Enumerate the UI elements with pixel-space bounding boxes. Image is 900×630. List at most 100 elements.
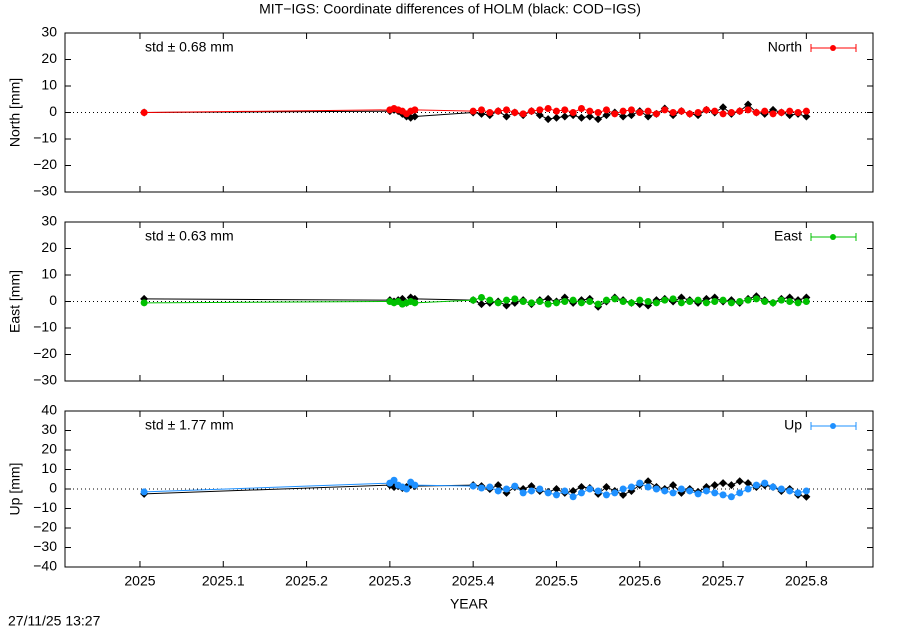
- data-point: [561, 298, 569, 305]
- data-point: [686, 487, 694, 495]
- data-point: [390, 476, 398, 484]
- data-point: [560, 112, 569, 121]
- y-axis-label: North [mm]: [7, 78, 23, 147]
- data-point: [644, 298, 652, 305]
- x-tick-label: 2025.1: [202, 573, 245, 589]
- data-point: [677, 293, 686, 302]
- data-point: [527, 482, 536, 491]
- y-tick-label: −20: [33, 519, 57, 535]
- data-point: [744, 106, 752, 114]
- legend-marker: [830, 423, 836, 429]
- data-point: [552, 107, 560, 115]
- data-point: [627, 111, 636, 120]
- data-point: [769, 110, 777, 118]
- data-point: [502, 485, 510, 493]
- y-tick-label: 20: [41, 441, 57, 457]
- y-tick-label: 10: [41, 266, 57, 282]
- data-point: [577, 105, 585, 113]
- data-point: [752, 295, 760, 303]
- data-point: [786, 487, 794, 495]
- data-point: [527, 107, 535, 115]
- data-point: [577, 489, 585, 497]
- data-point: [777, 485, 785, 493]
- data-point: [469, 482, 477, 490]
- y-tick-label: −30: [33, 372, 57, 388]
- data-point: [802, 112, 811, 121]
- data-point: [694, 490, 702, 498]
- data-point: [744, 100, 753, 109]
- data-point: [769, 299, 777, 307]
- data-point: [644, 483, 652, 491]
- data-point: [752, 109, 760, 116]
- data-point: [786, 298, 794, 305]
- data-point: [411, 106, 419, 114]
- data-point: [494, 487, 502, 495]
- data-point: [677, 485, 685, 493]
- data-point: [669, 481, 678, 490]
- annotation: std ± 0.63 mm: [145, 228, 234, 244]
- y-tick-label: 0: [49, 480, 57, 496]
- legend-marker: [830, 234, 836, 240]
- data-point: [711, 107, 719, 115]
- data-point: [519, 110, 527, 118]
- data-point: [594, 487, 602, 495]
- y-tick-label: 20: [41, 50, 57, 66]
- data-point: [586, 107, 594, 115]
- data-point: [544, 300, 552, 308]
- y-tick-label: −10: [33, 319, 57, 335]
- data-point: [669, 109, 677, 116]
- x-axis-label: YEAR: [450, 596, 488, 612]
- data-point: [711, 489, 719, 497]
- data-point: [477, 484, 485, 492]
- data-point: [661, 106, 669, 114]
- data-point: [494, 481, 503, 490]
- data-point: [511, 482, 519, 490]
- data-point: [702, 487, 710, 495]
- data-point: [652, 299, 660, 307]
- data-point: [477, 106, 485, 114]
- data-point: [527, 299, 535, 307]
- timestamp: 27/11/25 13:27: [8, 613, 101, 629]
- data-point: [577, 483, 586, 492]
- data-point: [594, 300, 602, 308]
- data-point: [669, 295, 677, 303]
- data-point: [611, 489, 619, 497]
- data-point: [736, 107, 744, 115]
- data-point: [477, 300, 486, 309]
- data-point: [552, 491, 560, 499]
- data-point: [602, 111, 611, 120]
- data-point: [403, 485, 411, 493]
- x-tick-label: 2025.6: [618, 573, 661, 589]
- data-point: [561, 487, 569, 495]
- data-point: [486, 109, 494, 116]
- x-tick-label: 2025.8: [785, 573, 828, 589]
- data-point: [519, 298, 527, 305]
- data-point: [702, 299, 710, 307]
- data-point: [769, 483, 777, 491]
- data-point: [802, 107, 810, 115]
- data-point: [502, 106, 510, 114]
- data-point: [411, 299, 419, 307]
- data-point: [502, 112, 511, 121]
- data-point: [611, 110, 619, 118]
- y-tick-label: 30: [41, 24, 57, 40]
- data-point: [802, 487, 810, 495]
- data-point: [494, 299, 502, 307]
- y-axis-label: East [mm]: [7, 270, 23, 333]
- data-point: [711, 298, 719, 305]
- data-point: [552, 299, 560, 307]
- data-point: [552, 113, 561, 122]
- data-point: [536, 485, 544, 493]
- data-point: [652, 485, 660, 493]
- data-point: [777, 296, 785, 304]
- data-point: [536, 298, 544, 305]
- data-point: [744, 479, 753, 488]
- data-point: [727, 481, 736, 490]
- data-point: [794, 299, 802, 307]
- y-tick-label: −20: [33, 156, 57, 172]
- y-tick-label: 30: [41, 213, 57, 229]
- data-point: [527, 487, 535, 495]
- data-point: [661, 296, 669, 304]
- y-tick-label: 10: [41, 77, 57, 93]
